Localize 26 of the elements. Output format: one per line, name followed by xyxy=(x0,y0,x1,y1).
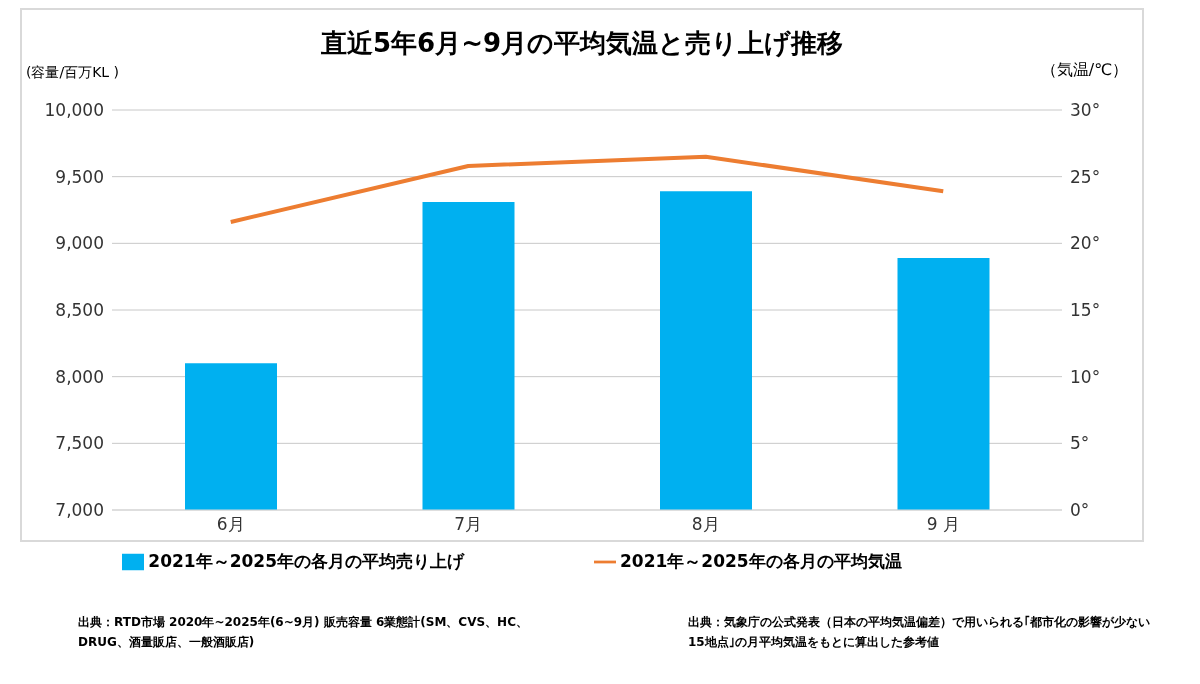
y-tick-label: 7,500 xyxy=(55,433,104,454)
legend-label: 2021年～2025年の各月の平均気温 xyxy=(620,551,902,571)
y-tick-label: 9,500 xyxy=(55,166,104,187)
y2-tick-label: 5° xyxy=(1070,433,1090,454)
y2-tick-label: 15° xyxy=(1070,300,1101,321)
line-series xyxy=(228,154,946,224)
y2-tick-label: 20° xyxy=(1070,233,1101,254)
x-tick-label: 8月 xyxy=(691,514,720,535)
x-tick-label: 9 月 xyxy=(926,514,960,535)
source-note: 出典：RTD市場 2020年~2025年(6~9月) 販売容量 6業態計(SM、CVS、HC、DRUG、酒量販店、一般酒販店) xyxy=(78,614,529,651)
y2-tick-label: 10° xyxy=(1070,366,1101,387)
y-tick-label: 8,500 xyxy=(55,300,104,321)
y2-axis-title: （気温/℃） xyxy=(1040,60,1128,81)
y-tick-label: 8,000 xyxy=(55,366,104,387)
y-tick-label: 7,000 xyxy=(55,500,104,521)
y2-tick-label: 30° xyxy=(1070,100,1101,121)
x-tick-label: 7月 xyxy=(454,514,483,535)
chart-title: 直近5年6月~9月の平均気温と売り上げ推移 xyxy=(319,27,845,60)
y2-tick-label: 0° xyxy=(1070,500,1090,521)
y-tick-label: 10,000 xyxy=(44,100,104,121)
x-tick-label: 6月 xyxy=(216,514,245,535)
legend-label: 2021年～2025年の各月の平均売り上げ xyxy=(148,551,464,571)
y2-tick-label: 25° xyxy=(1070,166,1101,187)
y-tick-label: 9,000 xyxy=(55,233,104,254)
source-note: 出典：気象庁の公式発表（日本の平均気温偏差）で用いられる｢都市化の影響が少ない15地点｣の月平均気温をもとに算出した参考値 xyxy=(688,614,1151,651)
y-axis-title: (容量/百万KL ) xyxy=(26,64,120,82)
